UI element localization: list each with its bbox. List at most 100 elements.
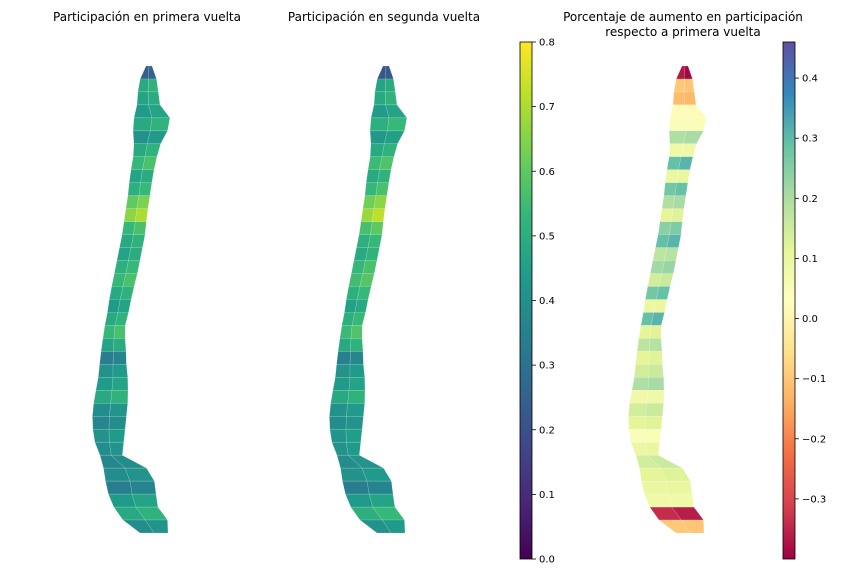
map3-region-25-e [646, 390, 665, 404]
colorbar-participacion-tick-label-1: 0.1 [539, 490, 555, 501]
map2-region-29-w [331, 442, 349, 456]
map1-region-31-e [124, 467, 155, 482]
colorbar-aumento: −0.3 −0.2 −0.1 0.0 0.1 0.2 0.3 0.4 [782, 41, 826, 560]
colorbar-aumento-tick-label-6: 0.3 [802, 134, 818, 145]
map3-region-11-w [659, 208, 674, 222]
map2-region-26-w [329, 403, 348, 417]
map2-region-6-e [381, 143, 398, 158]
colorbar-aumento-tick-label-1: −0.2 [802, 434, 826, 445]
map3-region-32-w [641, 480, 669, 495]
map2-region-13-e [367, 234, 383, 248]
map1-region-3-e [148, 104, 171, 119]
map2-region-10-w [362, 195, 377, 209]
map2-region-32-w [342, 480, 370, 495]
map1-region-0-w [139, 65, 150, 80]
map2-region-11-w [360, 208, 375, 222]
colorbar-participacion-tick-label-0: 0.0 [539, 555, 555, 566]
map3-region-4-e [686, 117, 707, 132]
map1-region-35-e [144, 519, 169, 534]
map2-region-2-e [384, 91, 398, 106]
map2-region-15-e [362, 260, 378, 274]
map2-region-24-w [332, 377, 351, 391]
colorbar-aumento-tick-label-0: −0.3 [802, 494, 826, 505]
map3-region-10-w [661, 195, 676, 209]
colorbar-aumento-tick-label-7: 0.4 [802, 74, 818, 85]
map1-region-33-w [108, 493, 137, 508]
map3-region-9-e [674, 182, 689, 196]
map1-region-4-e [150, 117, 171, 132]
map3-region-8-e [676, 169, 691, 184]
panel3-title-line1: Porcentaje de aumento en participación [563, 10, 803, 24]
colorbar-aumento-tick-label-4: 0.1 [802, 254, 818, 265]
map1-region-9-w [127, 182, 141, 196]
map3-region-12-w [657, 221, 672, 235]
map1-region-29-w [94, 442, 112, 456]
map1-region-12-w [121, 221, 136, 235]
map3-region-8-w [664, 169, 679, 184]
map1-region-10-e [136, 195, 151, 209]
map3-region-20-w [638, 325, 652, 339]
map3-region-29-w [630, 442, 648, 456]
map2-region-11-e [371, 208, 386, 222]
colorbar-aumento-tick-label-3: 0.0 [802, 314, 818, 325]
map1-region-12-e [133, 221, 147, 235]
map3-region-28-w [628, 429, 646, 443]
map2-region-32-e [366, 480, 394, 495]
map2-region-25-w [330, 390, 350, 404]
map2-region-10-e [373, 195, 388, 209]
map3-region-2-e [683, 91, 697, 106]
map1-region-18-e [117, 299, 132, 313]
map2-region-2-w [373, 91, 386, 106]
map1-region-13-e [130, 234, 146, 248]
map1-region-29-e [109, 442, 124, 456]
map3-region-27-e [644, 416, 663, 430]
map1-region-20-w [102, 325, 116, 339]
map2-region-33-w [345, 493, 374, 508]
map3-region-1-w [673, 78, 685, 93]
map1-region-26-w [92, 403, 111, 417]
colorbar-aumento-gradient [782, 41, 796, 560]
map-aumento-participacion [628, 65, 707, 534]
map1-region-25-w [93, 390, 113, 404]
map1-region-4-w [132, 117, 153, 132]
map1-region-21-w [100, 338, 115, 352]
map3-region-6-e [680, 143, 697, 158]
map1-region-24-e [111, 377, 129, 391]
map2-region-14-e [365, 247, 380, 261]
colorbar-participacion-tick-label-8: 0.8 [539, 38, 555, 49]
map3-region-9-w [663, 182, 677, 196]
map1-region-27-e [108, 416, 127, 430]
map2-region-12-w [358, 221, 373, 235]
map2-region-35-e [381, 519, 406, 534]
map1-region-32-e [129, 480, 157, 495]
map1-region-22-e [112, 351, 127, 365]
map2-region-26-e [346, 403, 365, 417]
map1-region-2-e [147, 91, 161, 106]
map3-region-21-e [649, 338, 663, 352]
map2-region-12-e [370, 221, 384, 235]
map3-region-26-w [628, 403, 647, 417]
map1-region-6-e [144, 143, 161, 158]
map1-region-11-w [123, 208, 138, 222]
map1-region-28-w [92, 429, 110, 443]
map2-region-28-e [345, 429, 363, 443]
colorbar-participacion-gradient [519, 41, 533, 560]
map2-region-8-w [365, 169, 380, 184]
map1-region-1-w [137, 78, 149, 93]
map-primera-vuelta [92, 65, 171, 534]
map2-region-22-w [336, 351, 351, 365]
map2-region-0-e [385, 65, 394, 80]
map1-region-1-e [147, 78, 159, 93]
colorbar-participacion-tick-label-4: 0.4 [539, 296, 555, 307]
map1-region-26-e [109, 403, 128, 417]
map2-region-1-e [384, 78, 396, 93]
colorbar-aumento-tick-label-2: −0.1 [802, 374, 826, 385]
map2-region-31-e [361, 467, 392, 482]
map3-region-24-w [631, 377, 650, 391]
map2-region-21-e [350, 338, 364, 352]
map3-region-27-w [628, 416, 646, 430]
colorbar-participacion-tick-label-2: 0.2 [539, 425, 555, 436]
map2-region-27-w [329, 416, 347, 430]
map1-region-27-w [92, 416, 110, 430]
